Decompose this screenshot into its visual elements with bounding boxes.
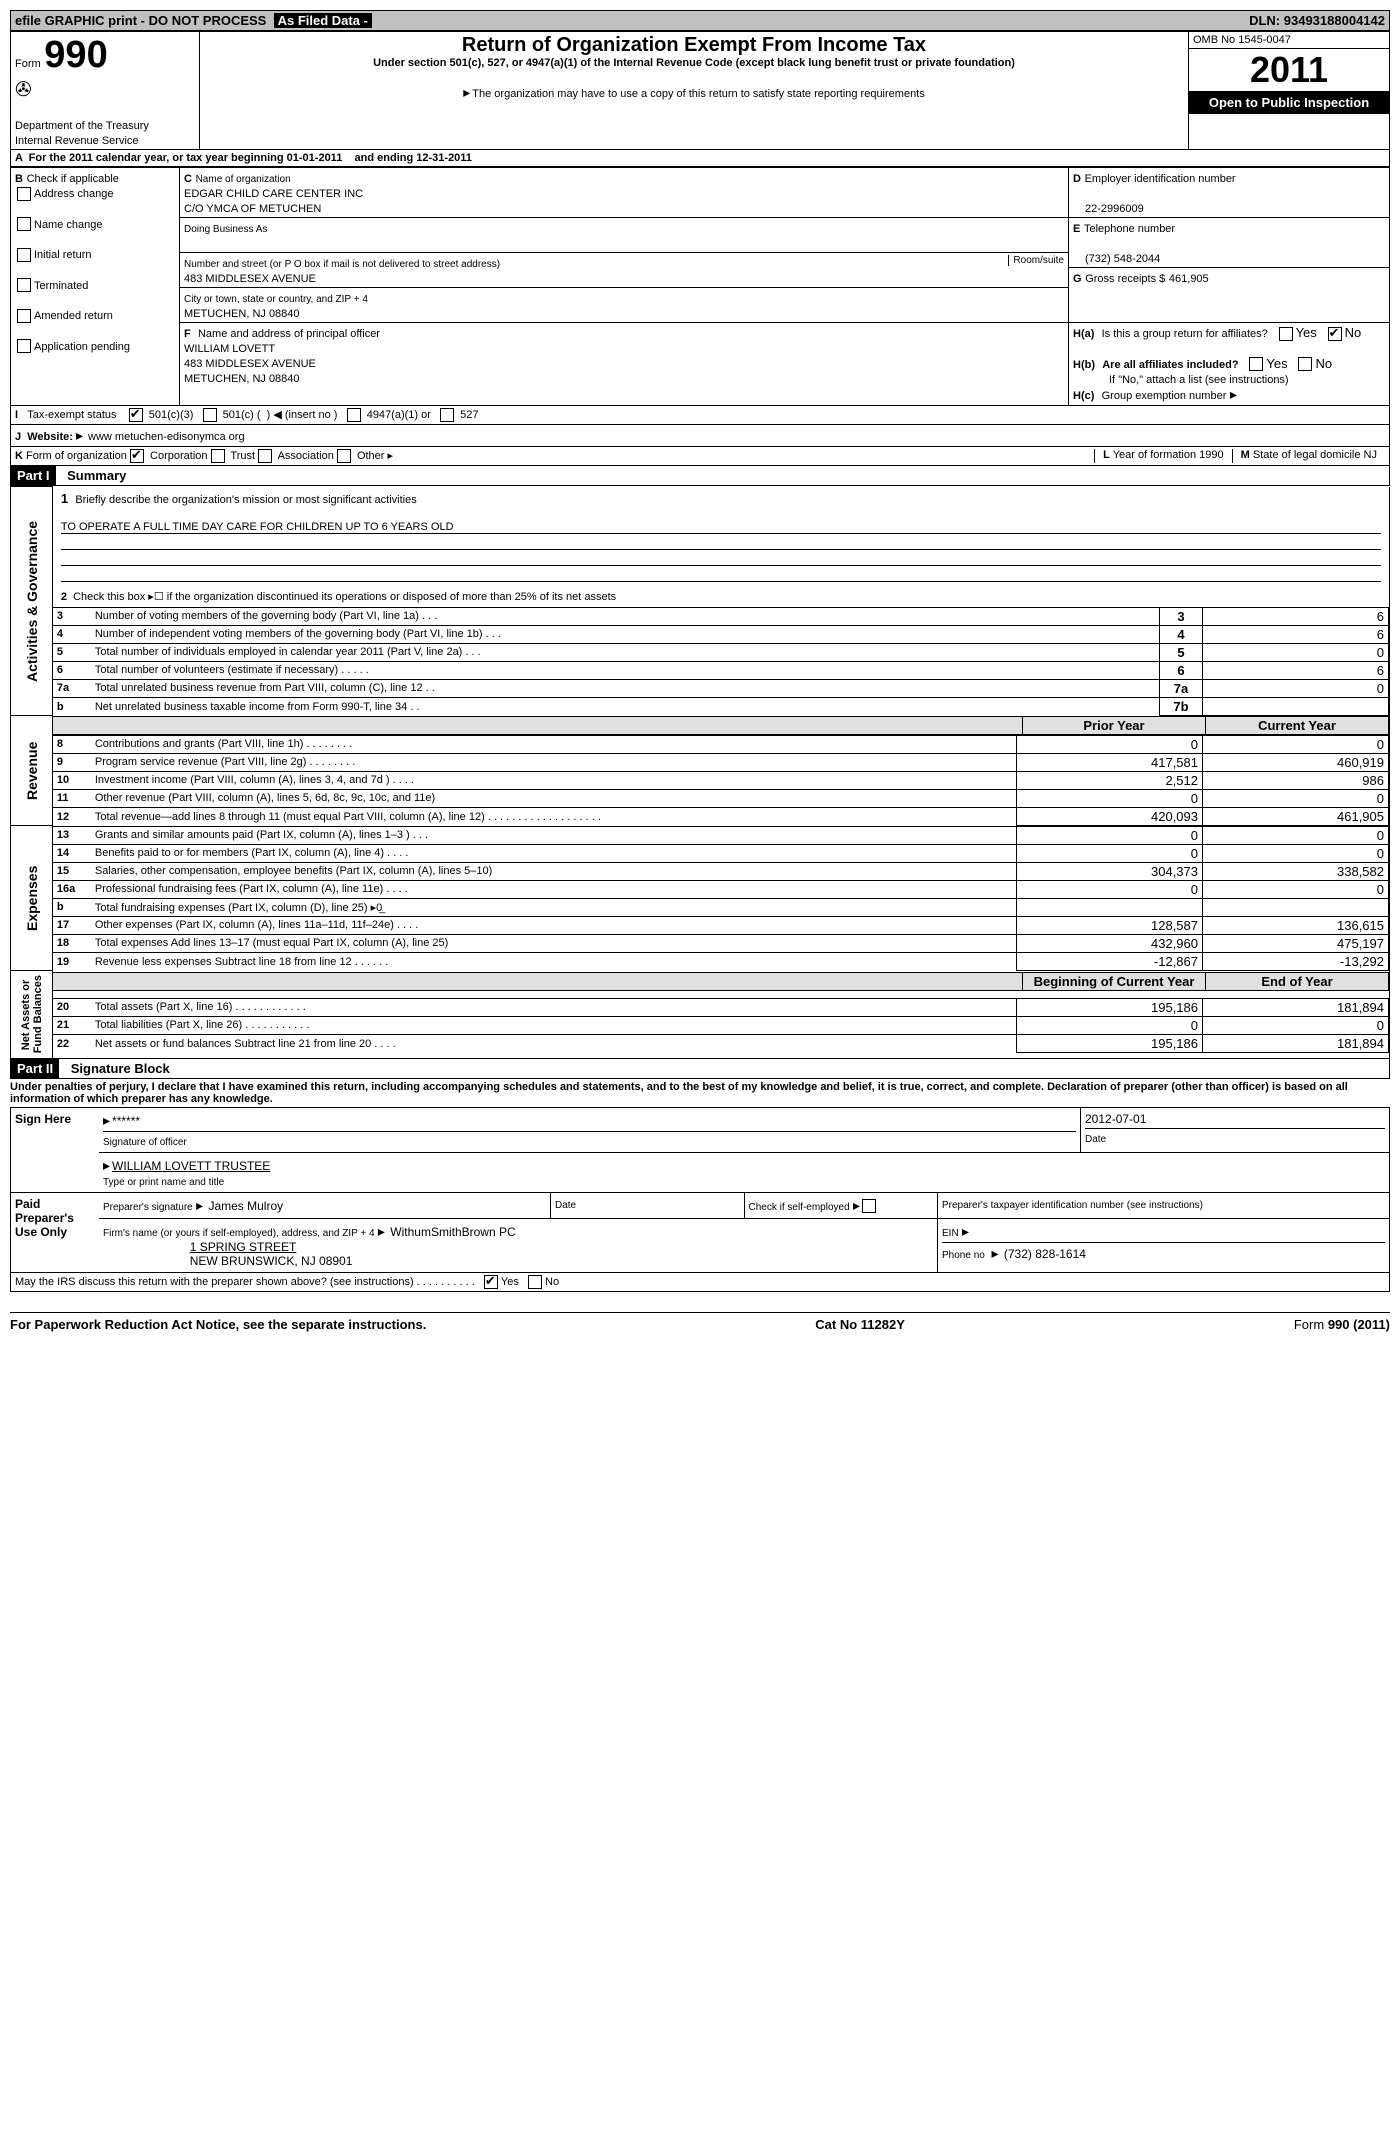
summary-row: 17Other expenses (Part IX, column (A), l…: [53, 916, 1389, 934]
label-expenses: Expenses: [11, 826, 53, 971]
cb-initial-return[interactable]: [17, 248, 31, 262]
cb-4947[interactable]: [347, 408, 361, 422]
org-street: 483 MIDDLESEX AVENUE: [184, 273, 316, 285]
prep-phone: (732) 828-1614: [1004, 1247, 1086, 1261]
cb-ha-yes[interactable]: [1279, 327, 1293, 341]
org-name: EDGAR CHILD CARE CENTER INC: [184, 188, 363, 200]
label-activities: Activities & Governance: [11, 487, 53, 716]
cb-trust[interactable]: [211, 449, 225, 463]
summary-row: 10Investment income (Part VIII, column (…: [53, 771, 1389, 789]
rows-net: 20Total assets (Part X, line 16) . . . .…: [53, 998, 1389, 1053]
line-K: K Form of organization Corporation Trust…: [10, 447, 1390, 466]
cb-other[interactable]: [337, 449, 351, 463]
footer: For Paperwork Reduction Act Notice, see …: [10, 1312, 1390, 1332]
cb-ha-no[interactable]: [1328, 327, 1342, 341]
B-label: Check if applicable: [27, 173, 119, 185]
summary-row: 9Program service revenue (Part VIII, lin…: [53, 753, 1389, 771]
summary-row: bNet unrelated business taxable income f…: [53, 697, 1389, 715]
bcd-block: B Check if applicable Address change Nam…: [10, 167, 1390, 406]
cb-hb-yes[interactable]: [1249, 357, 1263, 371]
return-title: Return of Organization Exempt From Incom…: [204, 34, 1184, 57]
cb-501c3[interactable]: [129, 408, 143, 422]
dept1: Department of the Treasury: [15, 120, 149, 132]
line-A: A For the 2011 calendar year, or tax yea…: [10, 150, 1390, 167]
ein: 22-2996009: [1085, 203, 1144, 215]
rows-rev: 8Contributions and grants (Part VIII, li…: [53, 735, 1389, 826]
summary-row: 15Salaries, other compensation, employee…: [53, 862, 1389, 880]
topbar-left: efile GRAPHIC print - DO NOT PROCESS: [15, 13, 266, 28]
tax-year: 2011: [1189, 49, 1389, 91]
gross-receipts: 461,905: [1169, 273, 1209, 285]
summary-row: 19Revenue less expenses Subtract line 18…: [53, 952, 1389, 970]
cb-hb-no[interactable]: [1298, 357, 1312, 371]
summary-row: 20Total assets (Part X, line 16) . . . .…: [53, 998, 1389, 1016]
org-co: C/O YMCA OF METUCHEN: [184, 203, 321, 215]
summary-row: 16aProfessional fundraising fees (Part I…: [53, 880, 1389, 898]
perjury-decl: Under penalties of perjury, I declare th…: [10, 1079, 1390, 1107]
summary-row: bTotal fundraising expenses (Part IX, co…: [53, 898, 1389, 916]
line-I: I Tax-exempt status 501(c)(3) 501(c) ( )…: [10, 406, 1390, 425]
cb-501c[interactable]: [203, 408, 217, 422]
summary-row: 8Contributions and grants (Part VIII, li…: [53, 735, 1389, 753]
summary-row: 21Total liabilities (Part X, line 26) . …: [53, 1016, 1389, 1034]
org-city: METUCHEN, NJ 08840: [184, 308, 300, 320]
dept2: Internal Revenue Service: [15, 135, 139, 147]
summary-row: 3Number of voting members of the governi…: [53, 607, 1389, 625]
form-label: Form: [15, 58, 41, 70]
sign-here: Sign Here: [11, 1107, 100, 1192]
cb-assoc[interactable]: [258, 449, 272, 463]
cb-discuss-no[interactable]: [528, 1275, 542, 1289]
form-number: 990: [44, 34, 107, 76]
rows-a: 3Number of voting members of the governi…: [53, 607, 1389, 716]
summary-row: 11Other revenue (Part VIII, column (A), …: [53, 789, 1389, 807]
cb-corp[interactable]: [130, 449, 144, 463]
rows-exp: 13Grants and similar amounts paid (Part …: [53, 826, 1389, 971]
cb-discuss-yes[interactable]: [484, 1275, 498, 1289]
line-J: J Website: www metuchen-edisonymca org: [10, 425, 1390, 447]
cb-amended[interactable]: [17, 309, 31, 323]
omb-no: OMB No 1545-0047: [1189, 32, 1389, 49]
signature-table: Sign Here ****** Signature of officer 20…: [10, 1107, 1390, 1273]
cb-address-change[interactable]: [17, 187, 31, 201]
header-note: The organization may have to use a copy …: [472, 88, 924, 100]
officer-sig: WILLIAM LOVETT TRUSTEE: [112, 1159, 270, 1173]
summary-row: 6Total number of volunteers (estimate if…: [53, 661, 1389, 679]
topbar-mid: As Filed Data -: [274, 13, 372, 28]
summary-row: 5Total number of individuals employed in…: [53, 643, 1389, 661]
summary-row: 4Number of independent voting members of…: [53, 625, 1389, 643]
discuss-line: May the IRS discuss this return with the…: [10, 1273, 1390, 1292]
cb-app-pending[interactable]: [17, 339, 31, 353]
cb-self-employed[interactable]: [862, 1199, 876, 1213]
summary-row: 22Net assets or fund balances Subtract l…: [53, 1034, 1389, 1052]
summary-row: 18Total expenses Add lines 13–17 (must e…: [53, 934, 1389, 952]
website: www metuchen-edisonymca org: [88, 431, 245, 443]
summary-row: 7aTotal unrelated business revenue from …: [53, 679, 1389, 697]
dln-label: DLN:: [1249, 13, 1280, 28]
header-table: Form 990 ✇ Department of the Treasury In…: [10, 31, 1390, 150]
part1-body: Activities & Governance 1 Briefly descri…: [10, 486, 1390, 1058]
summary-row: 13Grants and similar amounts paid (Part …: [53, 826, 1389, 844]
officer-name: WILLIAM LOVETT: [184, 343, 275, 355]
summary-row: 14Benefits paid to or for members (Part …: [53, 844, 1389, 862]
part2-header: Part II Signature Block: [10, 1059, 1390, 1079]
label-revenue: Revenue: [11, 716, 53, 826]
paid-preparer: Paid Preparer's Use Only: [11, 1192, 100, 1272]
open-inspection: Open to Public Inspection: [1189, 91, 1389, 114]
mission: TO OPERATE A FULL TIME DAY CARE FOR CHIL…: [61, 521, 1381, 534]
efile-topbar: efile GRAPHIC print - DO NOT PROCESS As …: [10, 10, 1390, 31]
part1-header: Part I Summary: [10, 466, 1390, 486]
cb-terminated[interactable]: [17, 278, 31, 292]
dln-value: 93493188004142: [1284, 13, 1385, 28]
return-subtitle: Under section 501(c), 527, or 4947(a)(1)…: [204, 57, 1184, 69]
label-net-assets: Net Assets orFund Balances: [11, 971, 53, 1058]
cb-527[interactable]: [440, 408, 454, 422]
summary-row: 12Total revenue—add lines 8 through 11 (…: [53, 807, 1389, 825]
phone: (732) 548-2044: [1085, 253, 1160, 265]
cb-name-change[interactable]: [17, 217, 31, 231]
